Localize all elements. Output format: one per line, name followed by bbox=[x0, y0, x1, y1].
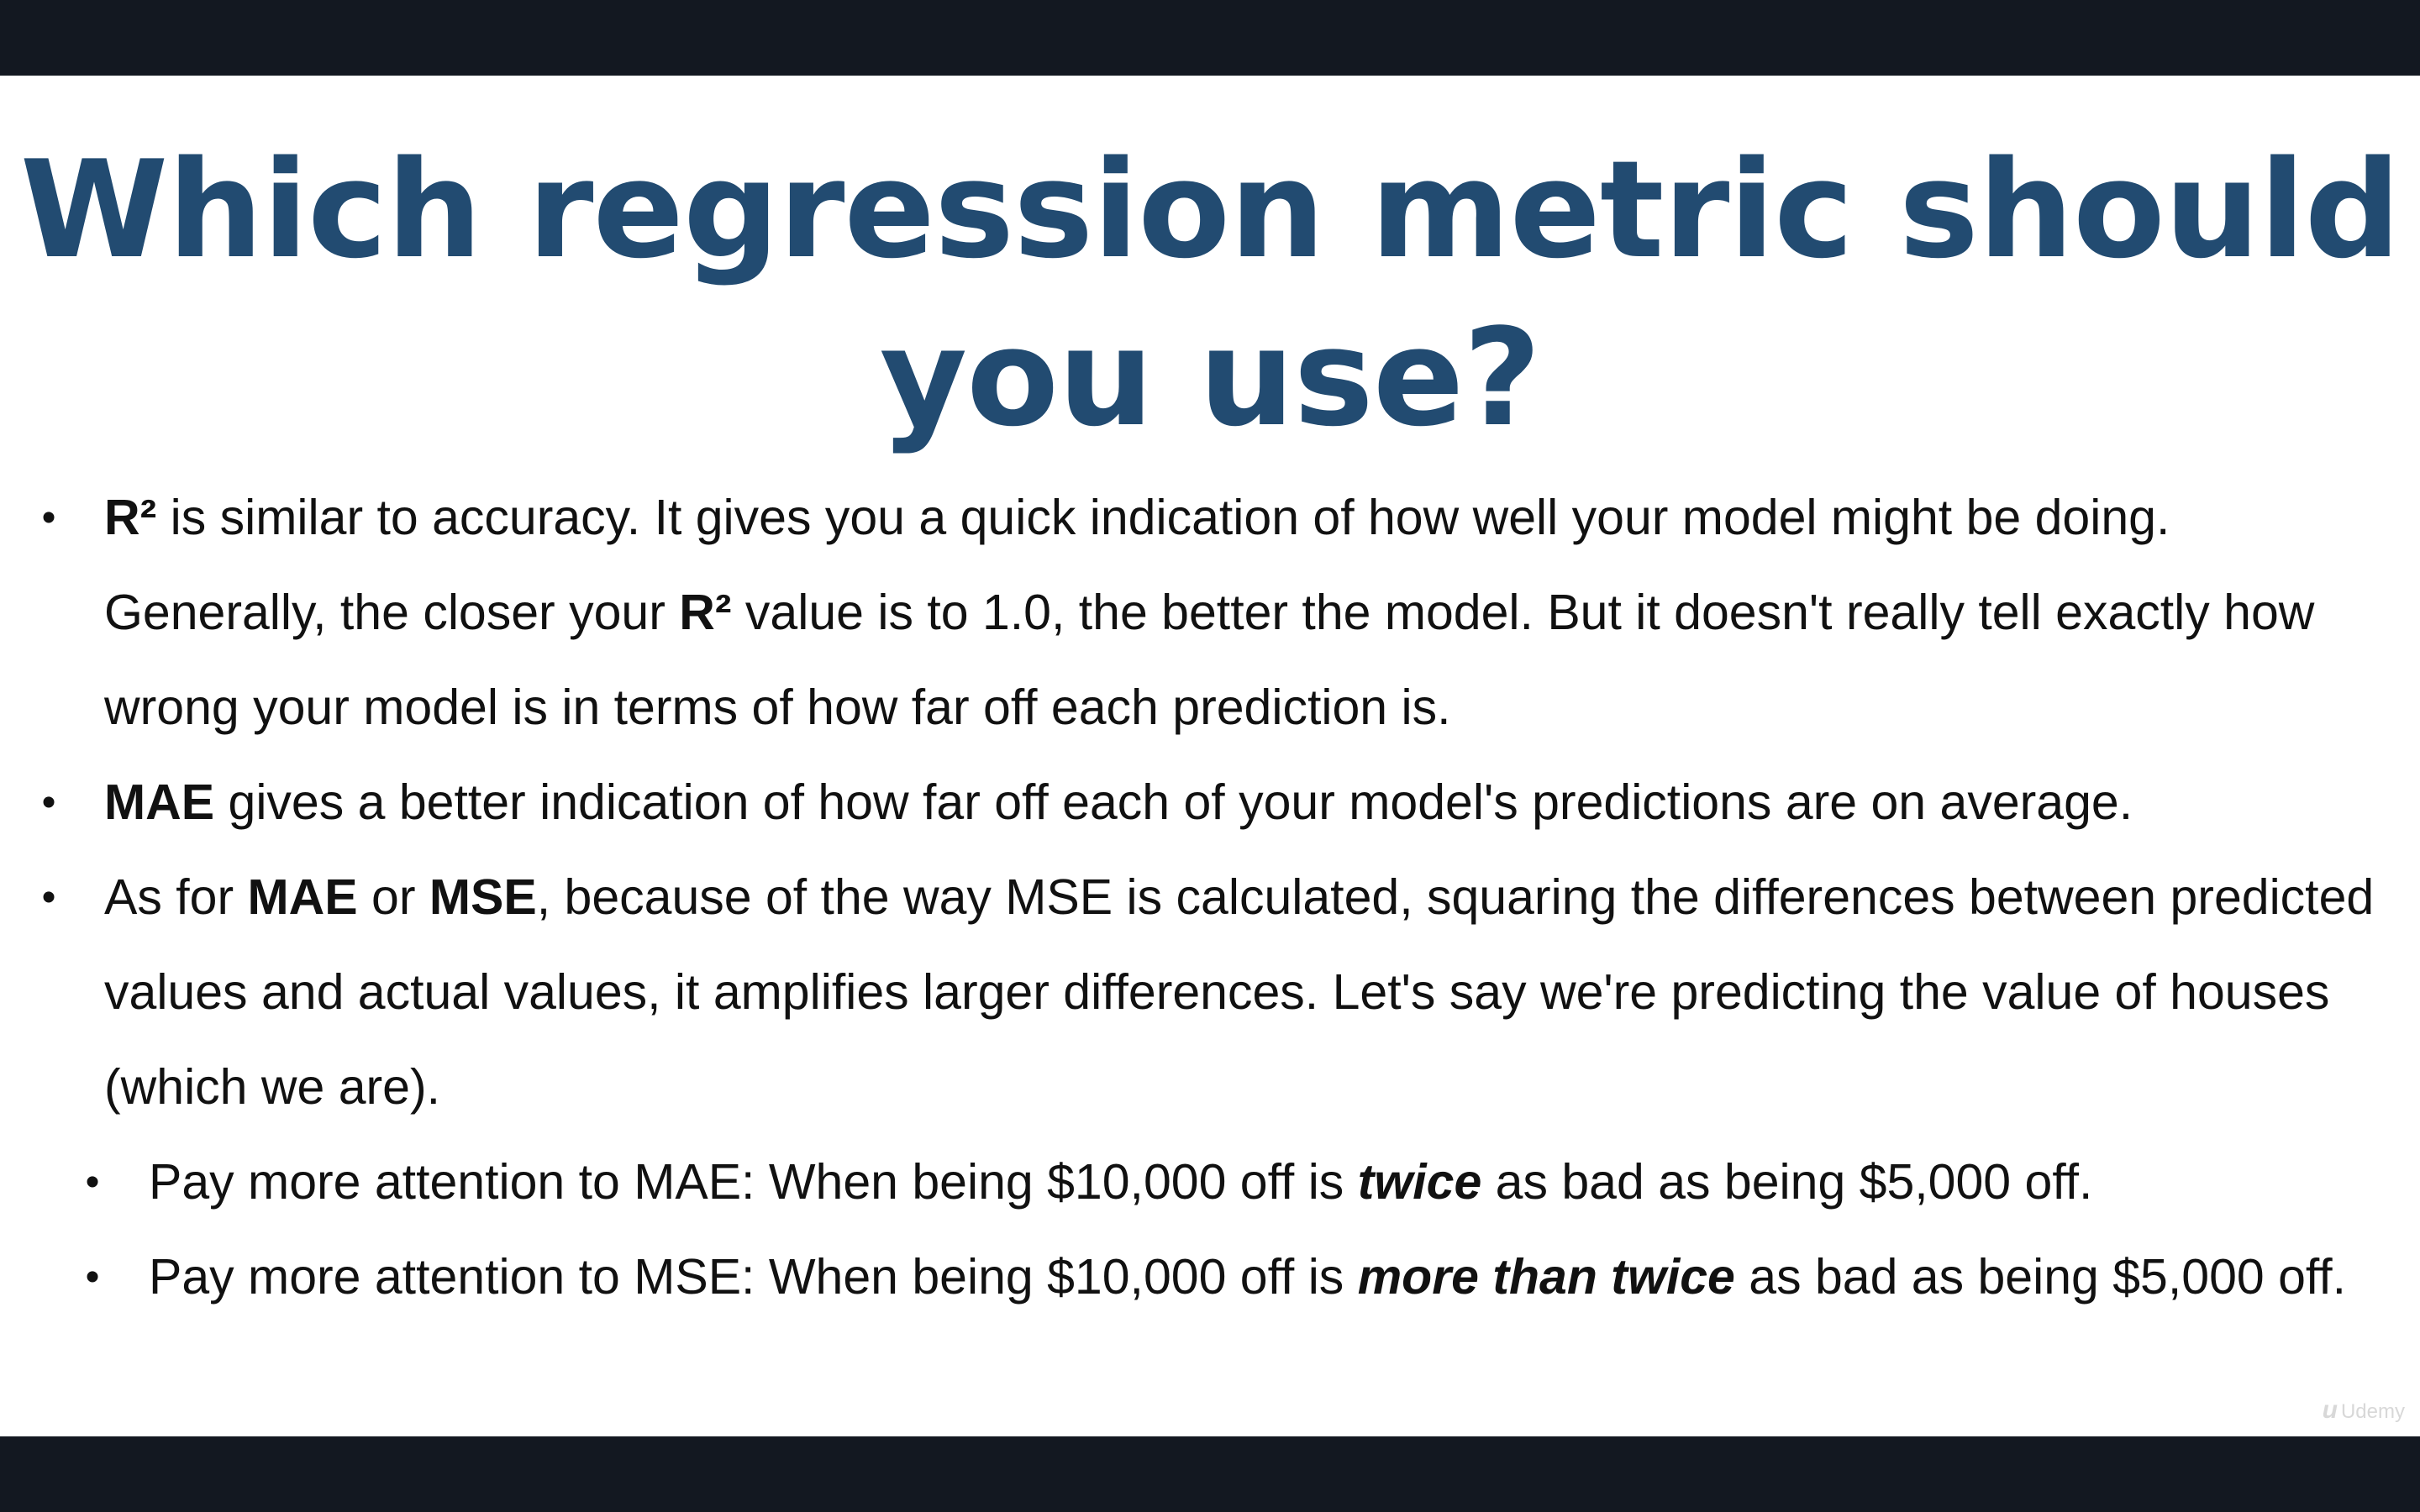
slide-title: Which regression metric should you use? bbox=[19, 131, 2401, 456]
bullet-r2-text-2: value is to 1.0, the better the model. B… bbox=[104, 585, 2315, 735]
bullet-dot-icon: • bbox=[85, 1160, 100, 1205]
bullet-r2-term: R² bbox=[104, 490, 157, 545]
bullet-list: • R² is similar to accuracy. It gives yo… bbox=[0, 470, 2420, 1325]
bullet-dot-icon: • bbox=[41, 875, 56, 920]
bullet-r2-text-1: is similar to accuracy. It gives you a q… bbox=[104, 490, 2170, 640]
sub-bullet-mae: • Pay more attention to MAE: When being … bbox=[0, 1135, 2420, 1230]
bullet-dot-icon: • bbox=[85, 1255, 100, 1299]
bullet-dot-icon: • bbox=[41, 496, 56, 540]
slide: Which regression metric should you use? … bbox=[0, 76, 2420, 1436]
watermark-text: Udemy bbox=[2340, 1400, 2405, 1423]
bullet-compare-text-3: , because of the way MSE is calculated, … bbox=[104, 869, 2375, 1115]
bullet-compare-text-2: or bbox=[357, 869, 429, 925]
bullet-mae-or-mse: • As for MAE or MSE, because of the way … bbox=[0, 850, 2420, 1135]
sub-bullet-mae-emphasis: twice bbox=[1357, 1154, 1482, 1210]
bullet-compare-mse: MSE bbox=[429, 869, 537, 925]
bullet-mae: • MAE gives a better indication of how f… bbox=[0, 755, 2420, 850]
bullet-r2-term-2: R² bbox=[679, 585, 732, 640]
sub-bullet-mse-emphasis: more than twice bbox=[1357, 1249, 1735, 1305]
bullet-mae-term: MAE bbox=[104, 774, 215, 830]
udemy-logo-icon: u bbox=[2322, 1396, 2338, 1424]
udemy-watermark: u Udemy bbox=[2323, 1396, 2405, 1425]
sub-bullet-mae-text-1: Pay more attention to MAE: When being $1… bbox=[149, 1154, 1358, 1210]
bullet-dot-icon: • bbox=[41, 780, 56, 825]
bullet-compare-text-1: As for bbox=[104, 869, 248, 925]
bullet-mae-text: gives a better indication of how far off… bbox=[214, 774, 2133, 830]
sub-bullet-mse-text-1: Pay more attention to MSE: When being $1… bbox=[149, 1249, 1358, 1305]
sub-bullet-mae-text-2: as bad as being $5,000 off. bbox=[1481, 1154, 2093, 1210]
sub-bullet-mse: • Pay more attention to MSE: When being … bbox=[0, 1230, 2420, 1325]
sub-bullet-mse-text-2: as bad as being $5,000 off. bbox=[1734, 1249, 2347, 1305]
bullet-r2: • R² is similar to accuracy. It gives yo… bbox=[0, 470, 2420, 755]
bullet-compare-mae: MAE bbox=[247, 869, 358, 925]
